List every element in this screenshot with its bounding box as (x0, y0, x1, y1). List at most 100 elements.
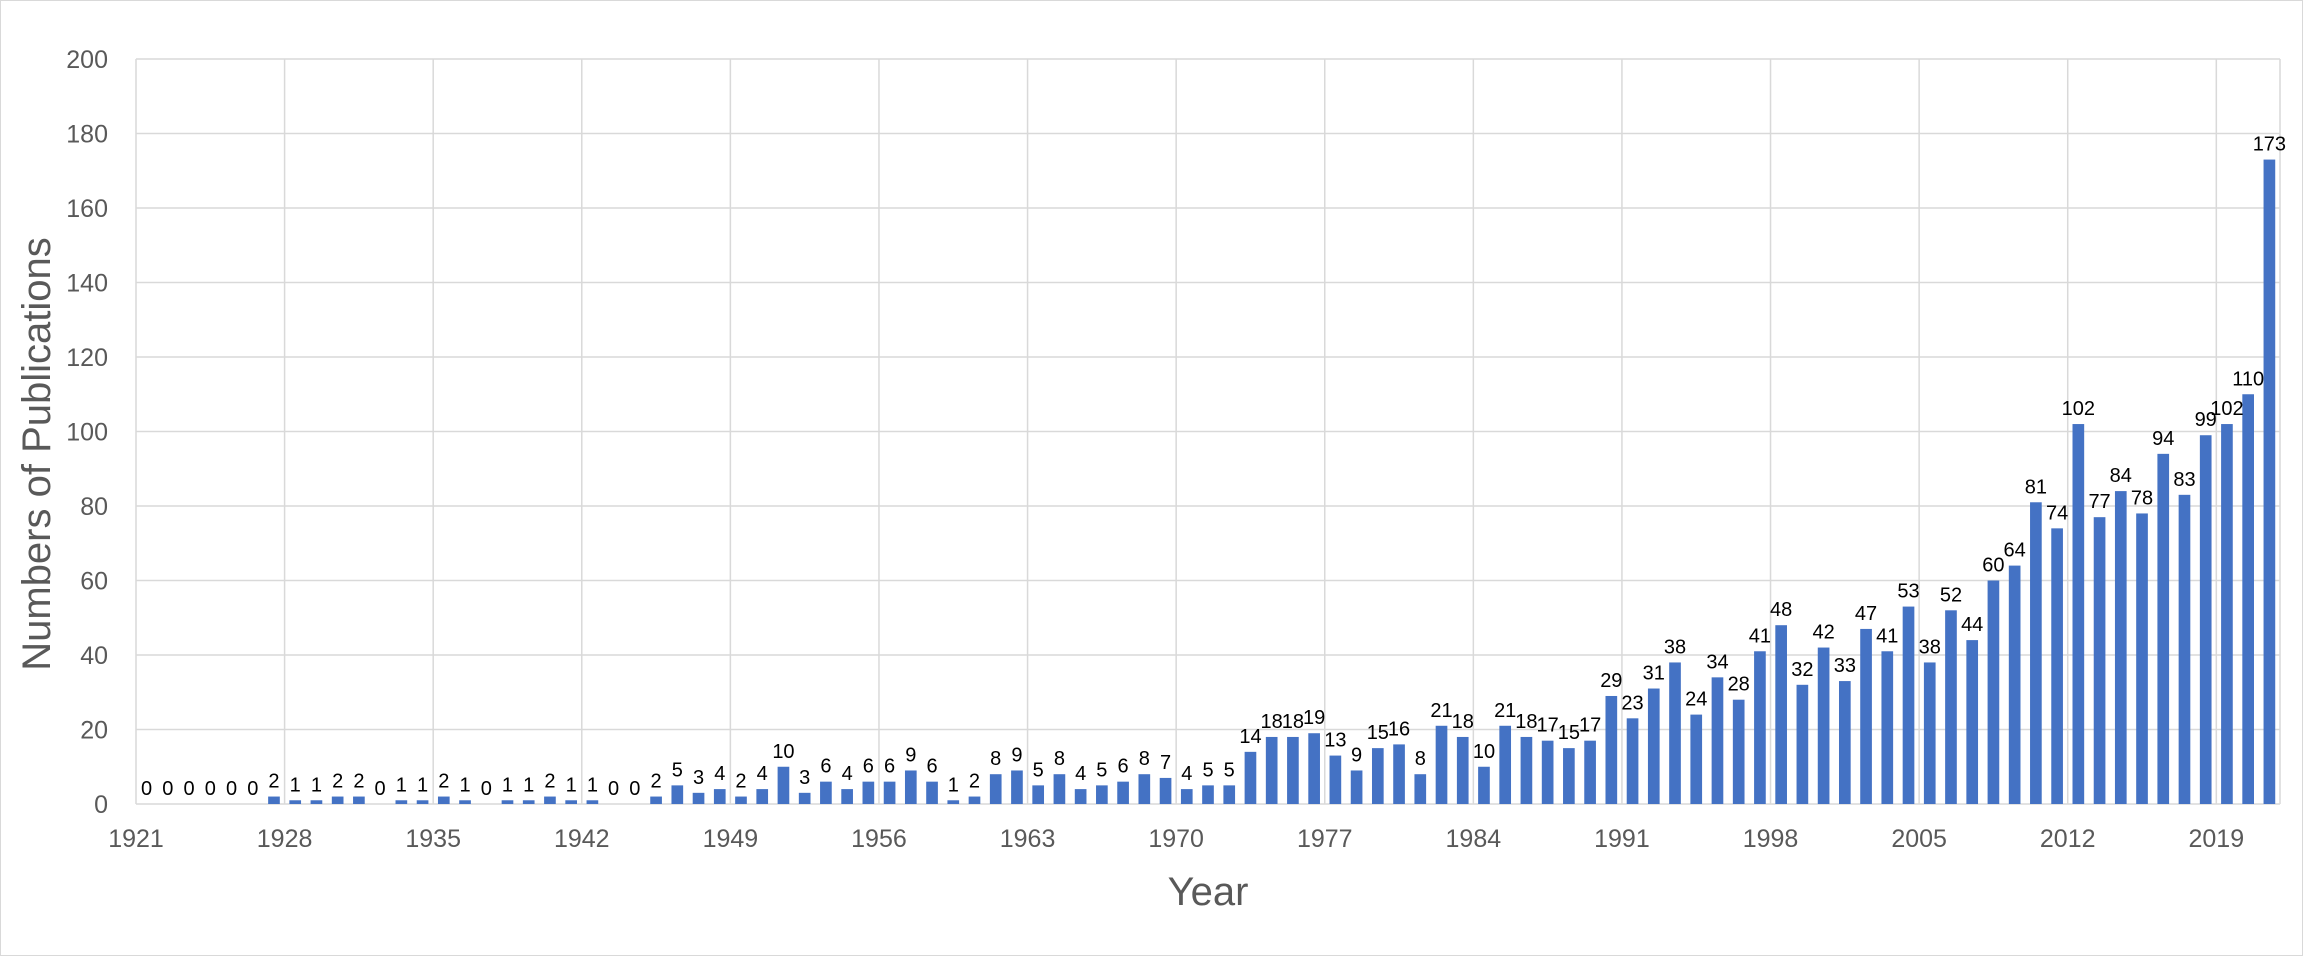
data-label-1994: 24 (1685, 689, 1707, 711)
x-tick-label: 1921 (108, 825, 164, 853)
bar-2005 (1923, 662, 1936, 804)
data-label-1937: 0 (481, 778, 492, 800)
data-label-1960: 2 (969, 771, 980, 793)
data-label-1981: 8 (1415, 748, 1426, 770)
data-label-1969: 7 (1160, 752, 1171, 774)
x-tick-label: 1998 (1743, 825, 1799, 853)
bar-1939 (522, 800, 535, 804)
bar-2007 (1966, 640, 1979, 804)
bar-1949 (735, 796, 747, 804)
data-label-1928: 1 (290, 774, 301, 796)
bar-1930 (331, 796, 344, 804)
bar-1979 (1371, 748, 1384, 804)
x-tick-label: 2005 (1891, 825, 1947, 853)
bar-2019 (2221, 424, 2233, 804)
data-label-2004: 53 (1897, 581, 1919, 603)
bar-1988 (1563, 748, 1575, 804)
x-tick-label: 2012 (2040, 825, 2096, 853)
bar-1935 (437, 796, 450, 804)
data-label-1949: 2 (735, 771, 746, 793)
data-label-2003: 41 (1876, 625, 1898, 647)
data-label-1999: 32 (1791, 659, 1813, 681)
data-label-2012: 102 (2062, 398, 2095, 420)
data-label-1964: 8 (1054, 748, 1065, 770)
bar-1965 (1074, 789, 1087, 804)
bar-1994 (1690, 714, 1703, 804)
data-label-2008: 60 (1982, 555, 2004, 577)
data-label-1943: 0 (608, 778, 619, 800)
data-label-1970: 4 (1181, 763, 1192, 785)
bar-1928 (289, 800, 302, 804)
y-axis-title: Numbers of Publications (15, 237, 59, 671)
bar-2012 (2072, 424, 2085, 804)
data-label-1979: 15 (1367, 722, 1389, 744)
bar-2011 (2051, 528, 2063, 804)
bar-1958 (926, 781, 938, 804)
data-label-1935: 2 (438, 771, 449, 793)
bar-1933 (395, 800, 408, 804)
data-label-1933: 1 (396, 774, 407, 796)
x-tick-label: 1984 (1446, 825, 1502, 853)
data-label-1923: 0 (184, 778, 195, 800)
data-label-2009: 64 (2004, 540, 2026, 562)
bar-1967 (1117, 781, 1129, 804)
bar-2017 (2178, 494, 2191, 804)
data-label-1966: 5 (1096, 759, 1107, 781)
data-label-1944: 0 (629, 778, 640, 800)
data-label-1939: 1 (523, 774, 534, 796)
bar-1969 (1159, 777, 1172, 804)
bar-1945 (650, 796, 662, 804)
data-label-1968: 8 (1139, 748, 1150, 770)
bar-1931 (353, 796, 365, 804)
bar-1978 (1350, 770, 1363, 804)
x-tick-label: 1991 (1594, 825, 1650, 853)
x-tick-label: 1956 (851, 825, 907, 853)
data-label-1974: 18 (1261, 711, 1283, 733)
y-tick-label: 20 (80, 717, 108, 745)
data-label-1947: 3 (693, 767, 704, 789)
x-axis-title: Year (1168, 870, 1249, 914)
bar-1968 (1138, 774, 1151, 804)
x-tick-label: 1963 (1000, 825, 1056, 853)
bar-2021 (2263, 159, 2276, 804)
y-tick-label: 0 (94, 791, 108, 819)
gridlines (135, 58, 2281, 805)
bar-1970 (1180, 789, 1193, 804)
data-label-2014: 84 (2110, 465, 2132, 487)
data-label-1922: 0 (162, 778, 173, 800)
y-tick-label: 180 (66, 121, 108, 149)
bar-1993 (1669, 662, 1681, 804)
data-label-2000: 42 (1812, 622, 1834, 644)
bar-2016 (2157, 453, 2170, 804)
bar-1957 (904, 770, 917, 804)
data-label-1987: 17 (1537, 715, 1559, 737)
data-label-1996: 28 (1728, 674, 1750, 696)
data-label-1990: 29 (1600, 670, 1622, 692)
y-tick-labels: 0 20 40 60 80 100 120 140 160 180 200 (66, 46, 108, 819)
data-label-2007: 44 (1961, 614, 1983, 636)
y-tick-label: 140 (66, 270, 108, 298)
data-label-1954: 4 (842, 763, 853, 785)
data-label-2005: 38 (1919, 636, 1941, 658)
bar-1960 (968, 796, 981, 804)
bar-1973 (1244, 751, 1257, 804)
bar-1971 (1202, 785, 1214, 804)
data-label-2011: 74 (2046, 502, 2068, 524)
data-label-2021: 173 (2253, 134, 2286, 156)
data-label-1931: 2 (353, 771, 364, 793)
data-label-1961: 8 (990, 748, 1001, 770)
data-label-1998: 48 (1770, 599, 1792, 621)
data-label-1995: 34 (1706, 651, 1728, 673)
data-label-1934: 1 (417, 774, 428, 796)
data-label-1924: 0 (205, 778, 216, 800)
bar-1952 (798, 792, 811, 804)
bar-1982 (1435, 725, 1448, 804)
bar-2001 (1838, 681, 1851, 804)
bar-2020 (2242, 394, 2254, 804)
data-label-1951: 10 (772, 741, 794, 763)
bar-1987 (1541, 740, 1554, 804)
bar-1983 (1456, 736, 1469, 804)
data-label-1952: 3 (799, 767, 810, 789)
bar-1998 (1775, 625, 1787, 804)
